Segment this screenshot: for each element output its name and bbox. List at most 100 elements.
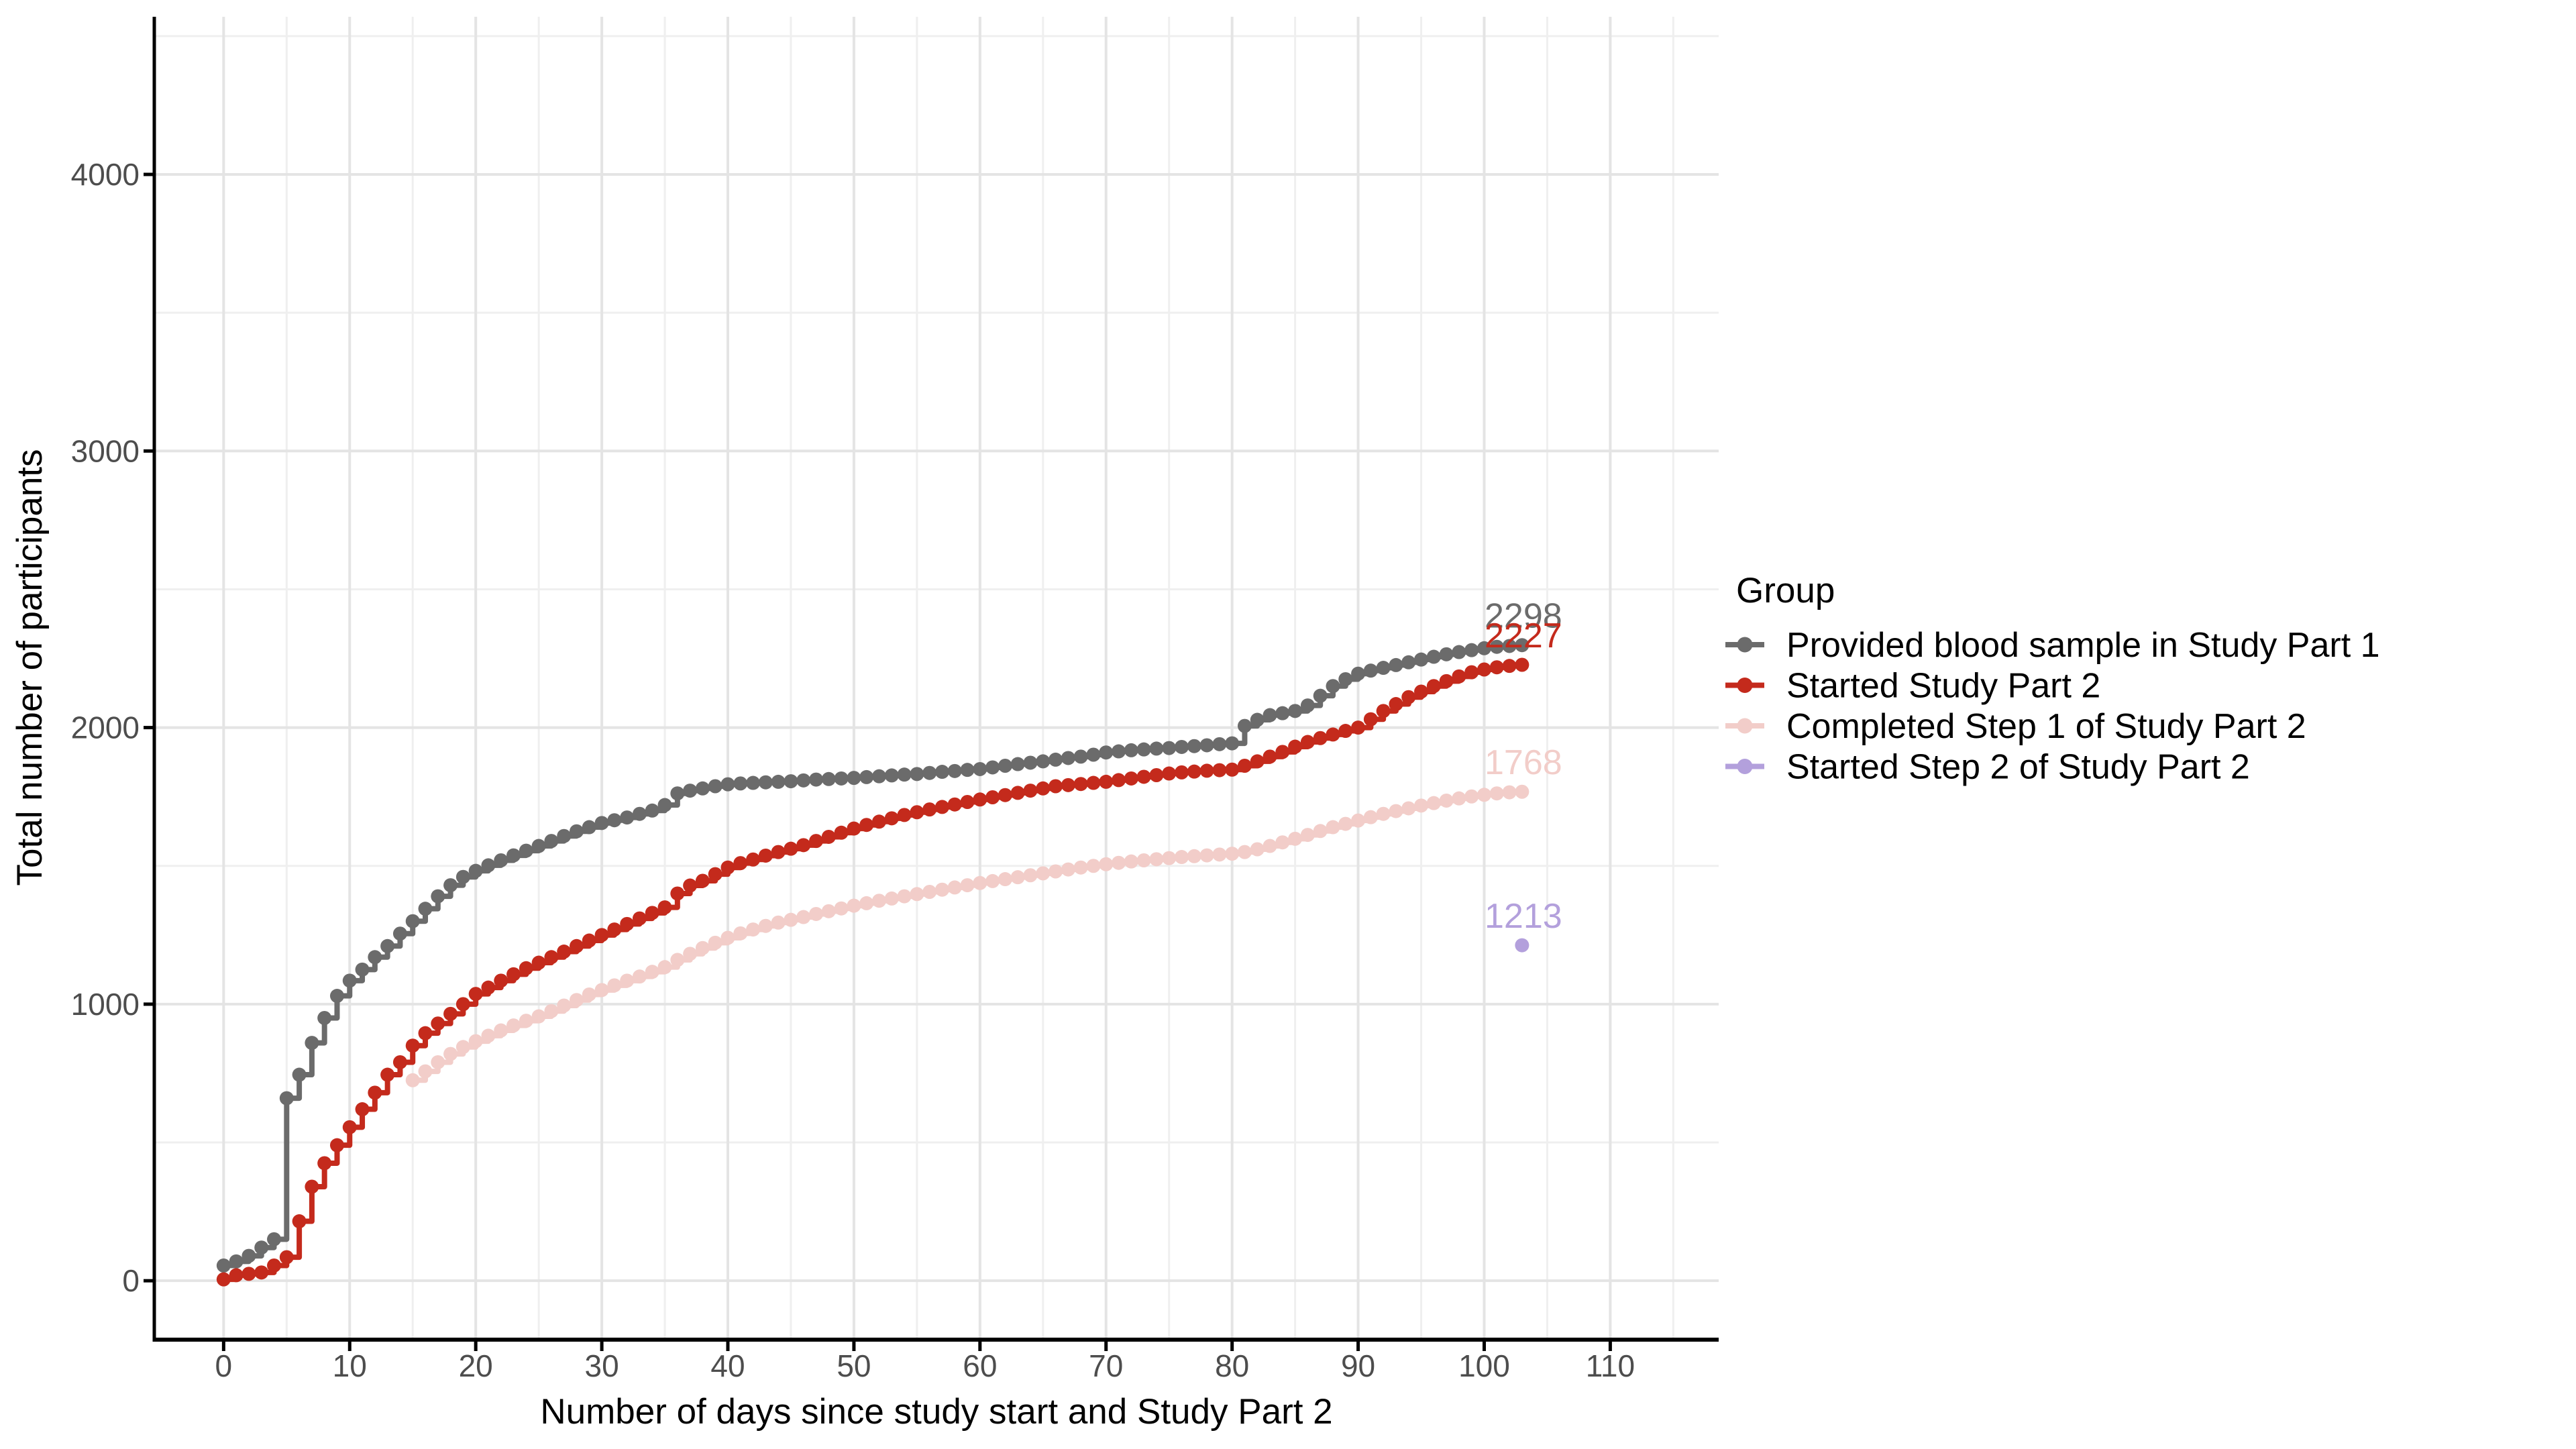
data-point: [455, 997, 470, 1012]
data-point: [1010, 757, 1025, 771]
legend: Group Provided blood sample in Study Par…: [1725, 571, 2380, 787]
legend-item-label: Completed Step 1 of Study Part 2: [1786, 707, 2306, 746]
data-point: [254, 1265, 269, 1280]
data-point: [985, 790, 1000, 804]
data-point: [1414, 652, 1429, 667]
data-point: [1061, 751, 1075, 765]
data-point: [771, 774, 786, 789]
data-point: [1376, 704, 1391, 718]
data-point: [1389, 657, 1403, 672]
data-point: [216, 1258, 231, 1273]
data-point: [1199, 848, 1214, 863]
x-tick-label: 50: [837, 1348, 871, 1383]
data-point: [1086, 747, 1101, 762]
y-tick-label: 2000: [71, 710, 140, 745]
data-point: [1464, 665, 1479, 680]
data-point: [632, 969, 647, 984]
data-point: [607, 978, 622, 993]
data-point: [897, 808, 912, 822]
data-point: [506, 967, 521, 981]
data-point: [1212, 737, 1227, 751]
data-point: [1313, 824, 1328, 839]
data-point: [392, 926, 407, 941]
data-point: [884, 768, 899, 783]
data-point: [1313, 688, 1328, 703]
tick-labels: 0 10 20 30 40 50 60 70 80 90 100 110 0 1000 2000 3000 40…: [71, 157, 1635, 1383]
data-point: [1515, 938, 1529, 953]
data-point: [1049, 779, 1063, 794]
data-point: [544, 834, 559, 849]
data-point: [1187, 764, 1201, 779]
data-point: [279, 1250, 294, 1265]
end-label: 1213: [1485, 897, 1562, 936]
data-point: [1099, 745, 1114, 760]
data-point: [1502, 659, 1517, 674]
data-point: [1136, 853, 1151, 867]
data-point: [1010, 786, 1025, 800]
data-point: [1023, 784, 1038, 798]
legend-title: Group: [1736, 571, 1835, 610]
data-point: [1225, 736, 1240, 751]
data-point: [1363, 663, 1378, 678]
data-point: [708, 779, 722, 794]
data-point: [809, 834, 824, 849]
data-point: [1439, 793, 1454, 808]
data-point: [279, 1091, 294, 1106]
data-point: [443, 1006, 458, 1021]
data-point: [1414, 684, 1429, 699]
data-point: [746, 775, 761, 790]
data-point: [1288, 831, 1303, 846]
data-point: [494, 1023, 508, 1038]
data-point: [784, 912, 798, 927]
data-point: [418, 1026, 433, 1040]
data-point: [960, 878, 975, 893]
data-point: [809, 772, 824, 787]
data-point: [1086, 775, 1101, 790]
data-point: [1452, 791, 1466, 806]
data-point: [834, 825, 849, 840]
data-point: [229, 1254, 244, 1269]
data-point: [1426, 649, 1441, 664]
data-point: [1250, 842, 1265, 857]
data-point: [947, 763, 962, 778]
data-point: [1300, 828, 1315, 843]
x-tick-label: 60: [963, 1348, 997, 1383]
data-point: [683, 878, 698, 893]
data-point: [594, 928, 609, 943]
data-point: [657, 900, 672, 915]
legend-items: Provided blood sample in Study Part 1Sta…: [1725, 626, 2380, 787]
data-point: [329, 1138, 344, 1152]
data-point: [1049, 752, 1063, 767]
y-axis-title: Total number of participants: [10, 449, 50, 885]
data-point: [544, 950, 559, 965]
series-3: [1515, 938, 1529, 953]
end-label: 2298: [1485, 597, 1562, 636]
data-point: [506, 1018, 521, 1033]
data-point: [720, 860, 735, 875]
data-point: [784, 774, 798, 789]
x-tick-label: 30: [585, 1348, 619, 1383]
x-tick-label: 80: [1215, 1348, 1249, 1383]
data-point: [1162, 766, 1177, 781]
data-point: [1124, 771, 1138, 786]
data-point: [1363, 712, 1378, 727]
x-tick-label: 110: [1586, 1348, 1635, 1383]
data-point: [1263, 708, 1277, 722]
data-point: [934, 765, 949, 780]
data-point: [570, 993, 584, 1008]
data-point: [582, 987, 596, 1002]
data-point: [1515, 638, 1529, 653]
data-point: [859, 818, 874, 833]
data-point: [1300, 698, 1315, 713]
data-point: [695, 941, 710, 955]
data-point: [1187, 739, 1201, 753]
data-point: [859, 769, 874, 784]
data-point: [758, 848, 773, 863]
legend-item-label: Provided blood sample in Study Part 1: [1786, 626, 2380, 665]
legend-item-2: Completed Step 1 of Study Part 2: [1725, 707, 2306, 746]
data-point: [758, 775, 773, 790]
data-point: [1464, 643, 1479, 657]
data-point: [922, 802, 937, 817]
data-point: [934, 882, 949, 897]
